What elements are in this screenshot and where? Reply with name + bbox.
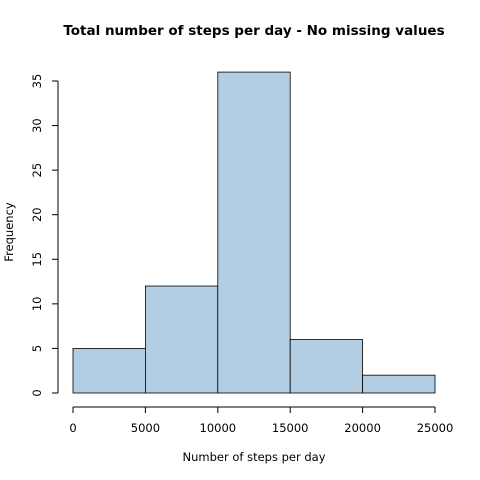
y-tick-label: 0 [30, 389, 44, 396]
chart-title: Total number of steps per day - No missi… [63, 23, 444, 39]
histogram-bar [289, 339, 364, 394]
bars-group [72, 71, 436, 394]
y-tick-label: 30 [30, 118, 44, 133]
histogram-bar [144, 285, 219, 394]
y-tick-label: 35 [30, 74, 44, 89]
y-tick-label: 15 [30, 252, 44, 267]
y-tick-label: 5 [30, 345, 44, 352]
x-axis: 0 5000 10000 15000 20000 25000 [69, 406, 454, 435]
histogram-bar [362, 374, 436, 394]
histogram-bar [217, 71, 291, 394]
y-axis-label: Frequency [2, 202, 16, 262]
x-tick-label: 0 [69, 421, 76, 435]
y-tick-label: 10 [30, 297, 44, 312]
x-tick-label: 5000 [131, 421, 160, 435]
histogram-bar [72, 348, 146, 394]
x-axis-label: Number of steps per day [182, 450, 325, 464]
y-tick-label: 20 [30, 207, 44, 222]
x-tick-label: 15000 [272, 421, 309, 435]
x-tick-label: 10000 [200, 421, 237, 435]
x-tick-label: 20000 [344, 421, 381, 435]
y-axis: 0 5 10 15 20 25 30 35 [30, 74, 59, 397]
y-tick-label: 25 [30, 163, 44, 178]
x-tick-label: 25000 [417, 421, 454, 435]
